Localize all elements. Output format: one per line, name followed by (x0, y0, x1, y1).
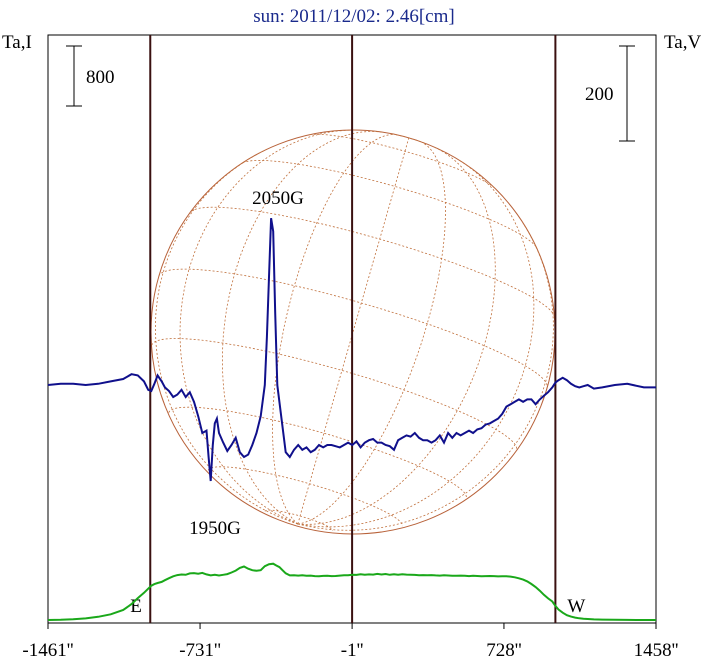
x-tick-label: -731'' (179, 640, 221, 661)
marker-label: E (130, 596, 142, 617)
series-intensity (47, 562, 656, 621)
solar-meridian (297, 222, 554, 531)
x-tick-label: -1'' (341, 640, 364, 661)
solar-meridian (154, 148, 298, 525)
solar-parallel (207, 466, 403, 527)
solar-meridian (297, 146, 496, 525)
x-tick-label: 1458'' (634, 640, 679, 661)
right-axis-label: Ta,V (664, 32, 701, 53)
left-axis-label: Ta,I (2, 32, 32, 53)
solar-disk-grid (150, 129, 556, 535)
solar-parallel (391, 133, 426, 144)
right-scale-bar (619, 45, 635, 142)
solar-meridian (297, 142, 446, 525)
solar-meridian (297, 137, 410, 525)
left-scale-bar-label: 800 (86, 67, 115, 88)
annotation-label: 1950G (189, 518, 241, 539)
solar-parallel (242, 159, 537, 248)
annotation-label: 2050G (252, 188, 304, 209)
chart-title: sun: 2011/12/02: 2.46[cm] (253, 6, 454, 27)
solar-parallel (309, 133, 495, 189)
left-scale-bar (66, 45, 82, 107)
solar-parallel (158, 268, 548, 388)
x-tick-label: 728'' (486, 640, 521, 661)
right-scale-bar-label: 200 (585, 84, 614, 105)
series-polarization (47, 218, 656, 482)
solar-parallel (264, 509, 333, 531)
x-tick-label: -1461'' (22, 640, 73, 661)
solar-meridian (272, 134, 395, 525)
solar-parallel (151, 338, 518, 451)
marker-label: W (567, 596, 585, 617)
solar-meridian (179, 129, 355, 525)
solar-meridian (297, 159, 535, 528)
solar-parallel (168, 406, 467, 499)
solar-parallel (191, 206, 555, 316)
